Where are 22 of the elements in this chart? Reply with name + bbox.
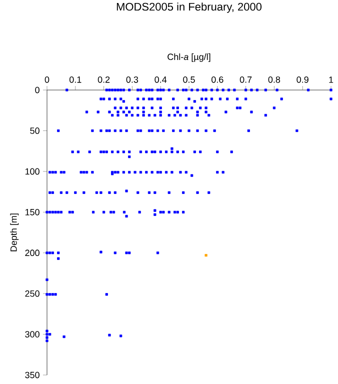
x-tick-label: 0.1 [70, 76, 82, 83]
x-tick-label: 1 [329, 76, 334, 83]
chart-title: MODS2005 in February, 2000 [116, 2, 262, 13]
y-tick-label: 250 [25, 290, 40, 297]
y-tick-label: 0 [35, 86, 40, 94]
y-tick-label: 100 [25, 168, 40, 175]
x-tick-label: 0.2 [98, 76, 110, 83]
x-tick-label: 0.3 [126, 76, 138, 83]
y-tick-label: 50 [30, 128, 40, 134]
x-axis-title: Chl-a [µg/l] [168, 53, 210, 62]
x-tick-label: 0.6 [212, 76, 224, 83]
x-tick-label: 0.8 [268, 76, 280, 83]
x-tick-label: 0.5 [183, 76, 195, 83]
x-tick-label: 0.7 [240, 76, 252, 83]
x-tick-label: 0 [44, 76, 50, 83]
y-tick-label: 200 [25, 250, 40, 256]
y-tick-label: 350 [25, 372, 40, 378]
y-tick-label: 300 [25, 331, 40, 338]
x-tick-label: 0.4 [154, 76, 167, 83]
y-tick-label: 150 [25, 208, 40, 216]
y-axis-title: Depth [m] [10, 214, 19, 252]
x-tick-label: 0.9 [296, 76, 308, 83]
